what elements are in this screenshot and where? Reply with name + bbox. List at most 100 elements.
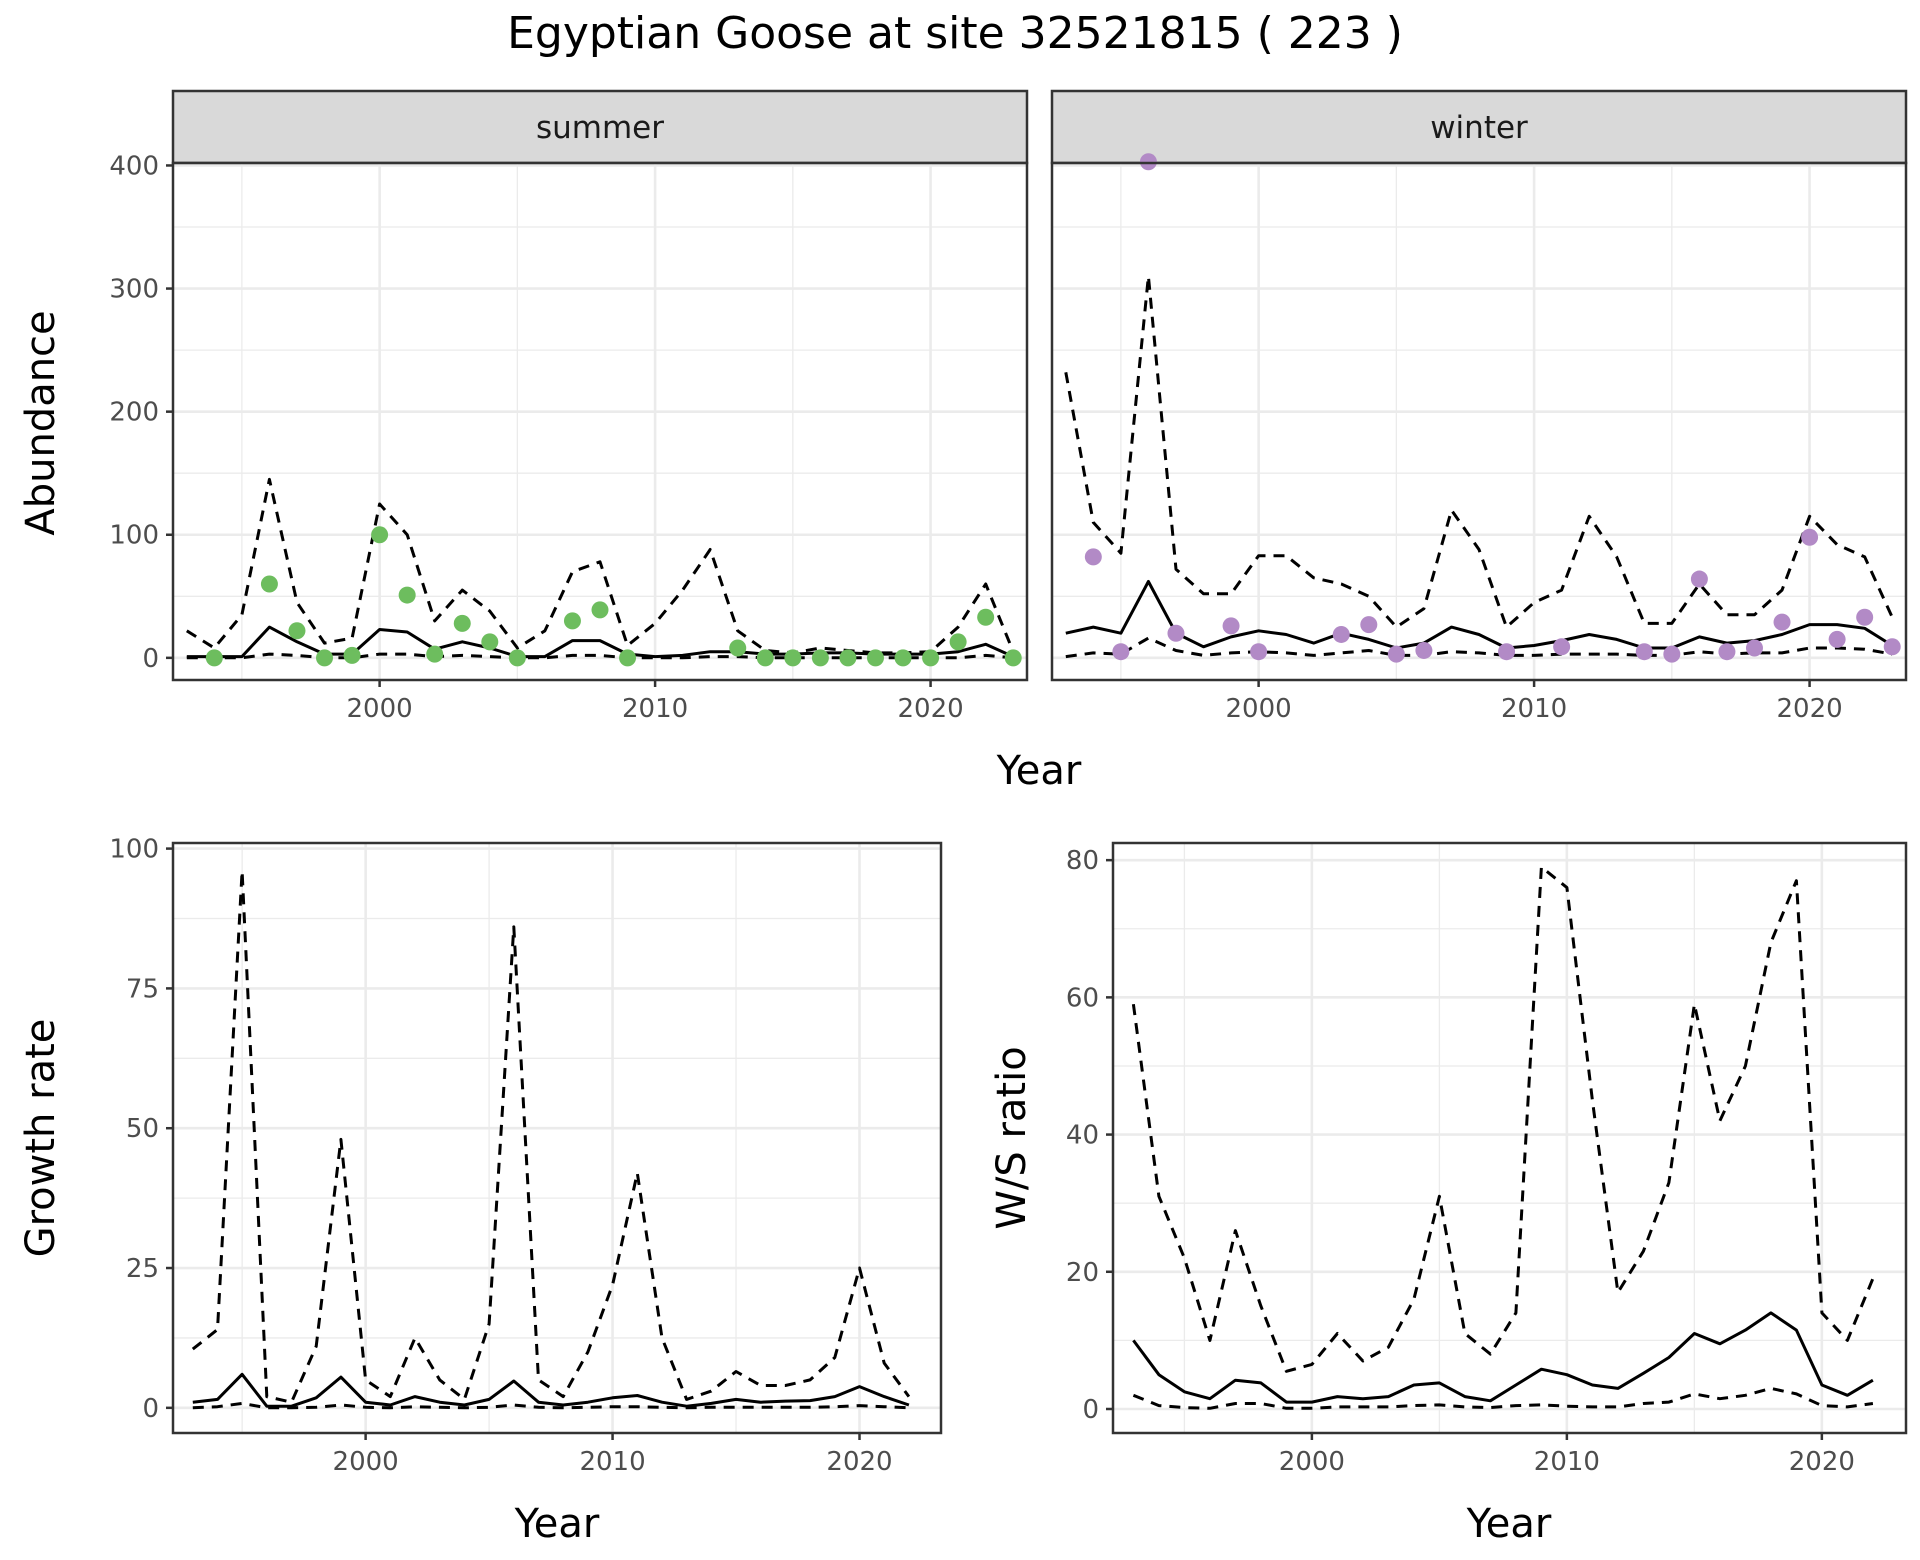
x-tick-label: 2010 (622, 694, 688, 724)
data-point (1167, 624, 1185, 642)
data-point (398, 586, 416, 604)
y-tick-label: 25 (126, 1254, 159, 1284)
y-tick-label: 50 (126, 1114, 159, 1144)
data-point (866, 649, 884, 667)
y-tick-label: 0 (1082, 1395, 1099, 1425)
data-point (205, 649, 223, 667)
top-x-axis-title: Year (996, 748, 1082, 794)
facet-strip-label: summer (536, 110, 664, 146)
series-line-upper (1064, 274, 1894, 629)
data-point (1883, 638, 1901, 656)
data-point (977, 608, 995, 626)
data-point (1690, 570, 1708, 588)
x-tick-label: 2000 (333, 1447, 399, 1477)
data-point (1084, 548, 1102, 566)
data-point (1112, 643, 1130, 661)
data-point (1773, 613, 1791, 631)
x-tick-label: 2020 (826, 1447, 892, 1477)
data-point (894, 649, 912, 667)
data-point (839, 649, 857, 667)
data-point (1360, 616, 1378, 634)
y-tick-label: 100 (109, 835, 159, 865)
panel-border (171, 161, 1029, 682)
data-point (756, 649, 774, 667)
y-tick-label: 0 (142, 1394, 159, 1424)
x-axis-title: Year (514, 1501, 600, 1547)
data-point (619, 649, 637, 667)
data-point (508, 649, 526, 667)
series-line-upper (186, 477, 1015, 655)
data-point (1663, 645, 1681, 663)
data-point (1222, 617, 1240, 635)
panel-border (171, 841, 943, 1435)
x-tick-label: 2020 (1776, 694, 1842, 724)
x-tick-label: 2000 (1279, 1447, 1345, 1477)
y-tick-label: 0 (142, 644, 159, 674)
data-point (1828, 630, 1846, 648)
y-tick-label: 20 (1066, 1258, 1099, 1288)
data-point (481, 633, 499, 651)
data-point (1856, 608, 1874, 626)
winter-panel: winter 2000 2010 2020 (1050, 89, 1908, 724)
data-point (1332, 625, 1350, 643)
summer-panel: summer 2000 2010 2020 0 100 200 300 400 (109, 89, 1029, 724)
data-point (591, 601, 609, 619)
data-point (1745, 639, 1763, 657)
x-tick-label: 2010 (579, 1447, 645, 1477)
data-point (453, 614, 471, 632)
series-line-mean (1132, 1311, 1874, 1404)
data-point (1635, 643, 1653, 661)
x-axis-title: Year (1466, 1501, 1552, 1547)
y-tick-label: 300 (109, 275, 159, 305)
y-axis-title: Growth rate (18, 1019, 64, 1258)
data-point (784, 649, 802, 667)
data-point (563, 612, 581, 630)
data-point (1498, 643, 1516, 661)
data-point (260, 575, 278, 593)
data-point (922, 649, 940, 667)
x-tick-label: 2020 (1789, 1447, 1855, 1477)
data-point (316, 649, 334, 667)
series-line-mean (192, 1372, 910, 1408)
series-line-upper (191, 869, 911, 1404)
data-point (343, 646, 361, 664)
data-point (1553, 638, 1571, 656)
data-point (1801, 528, 1819, 546)
top-y-axis-title: Abundance (18, 310, 64, 535)
y-tick-label: 80 (1066, 846, 1099, 876)
y-axis-title: W/S ratio (989, 1046, 1035, 1229)
data-point (729, 639, 747, 657)
y-tick-label: 60 (1066, 983, 1099, 1013)
x-tick-label: 2010 (1501, 694, 1567, 724)
ws-ratio-panel: 2000 2010 2020 0 20 40 60 80 Year W/S ratio (989, 841, 1908, 1547)
figure-title: Egyptian Goose at site 32521815 ( 223 ) (507, 8, 1403, 59)
y-tick-label: 100 (109, 521, 159, 551)
x-tick-label: 2020 (897, 694, 963, 724)
facet-strip-label: winter (1430, 110, 1528, 146)
series-line-lower (192, 1401, 909, 1410)
data-point (1250, 643, 1268, 661)
data-point (1415, 641, 1433, 659)
data-point (949, 633, 967, 651)
y-tick-label: 200 (109, 398, 159, 428)
x-tick-label: 2000 (1226, 694, 1292, 724)
data-point (1387, 645, 1405, 663)
y-tick-label: 75 (126, 974, 159, 1004)
y-tick-label: 400 (109, 151, 159, 181)
data-point (1004, 649, 1022, 667)
series-line-lower (1065, 636, 1893, 659)
x-tick-label: 2010 (1534, 1447, 1600, 1477)
series-line-upper (1131, 865, 1875, 1373)
y-tick-label: 40 (1066, 1121, 1099, 1151)
data-point (288, 622, 306, 640)
facet-strip (1050, 89, 1908, 165)
data-point (1718, 643, 1736, 661)
x-tick-label: 2000 (347, 694, 413, 724)
data-point (371, 526, 389, 544)
panel-border (1111, 841, 1908, 1435)
growth-rate-panel: 2000 2010 2020 0 25 50 75 100 Year Growth rate (18, 835, 943, 1547)
facet-strip (171, 89, 1029, 165)
panel-border (1050, 161, 1908, 682)
